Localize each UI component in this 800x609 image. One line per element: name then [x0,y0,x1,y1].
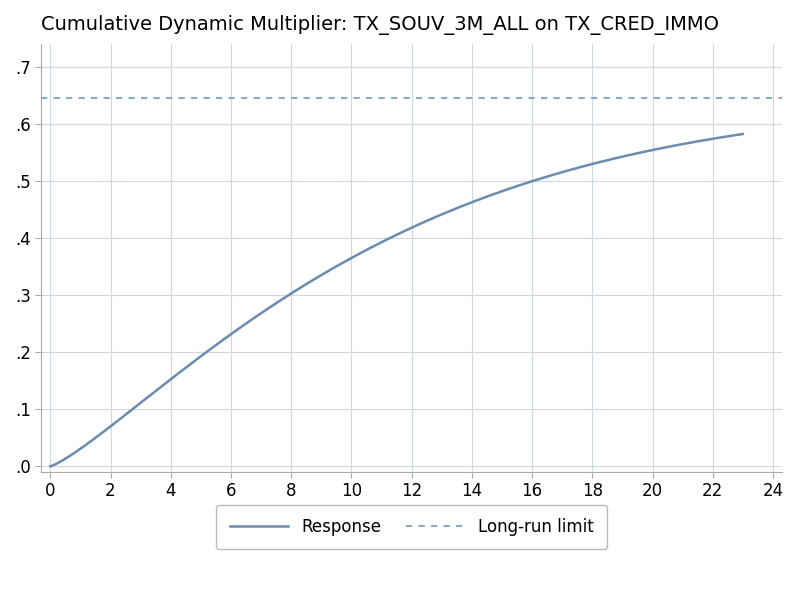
Text: Cumulative Dynamic Multiplier: TX_SOUV_3M_ALL on TX_CRED_IMMO: Cumulative Dynamic Multiplier: TX_SOUV_3… [42,15,719,35]
Legend: Response, Long-run limit: Response, Long-run limit [216,505,607,549]
X-axis label: Horizon: Horizon [378,512,446,530]
